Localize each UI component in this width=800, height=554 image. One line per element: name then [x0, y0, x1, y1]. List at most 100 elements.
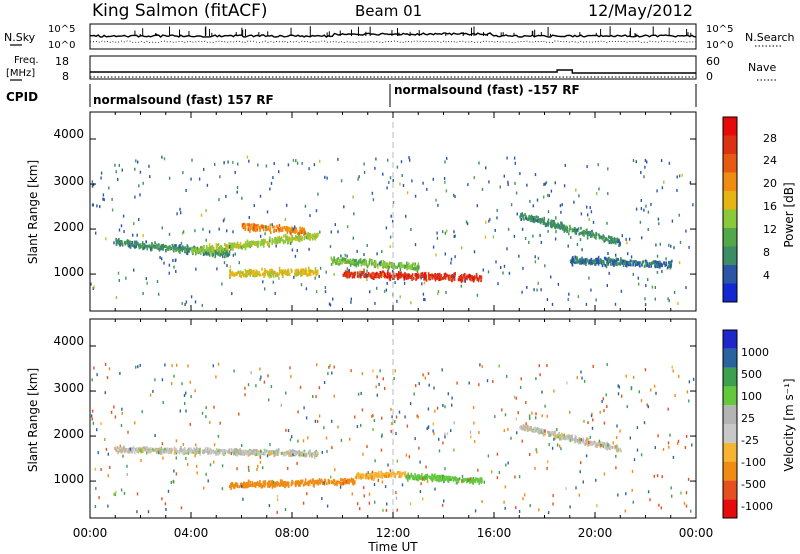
power-noise-cell [567, 244, 569, 248]
velocity-noise-cell [692, 377, 695, 381]
power-cell [228, 252, 231, 256]
power-cell [359, 275, 362, 279]
velocity-cell [286, 450, 288, 454]
velocity-noise-cell [209, 420, 211, 424]
power-noise-cell [274, 291, 276, 295]
power-noise-cell [264, 287, 266, 291]
power-cell [648, 262, 651, 266]
power-noise-cell [168, 263, 171, 267]
power-cell [186, 252, 189, 256]
velocity-cell [369, 473, 372, 477]
velocity-cell [540, 428, 542, 432]
velocity-noise-cell [626, 405, 628, 409]
velocity-cell [139, 447, 141, 451]
power-noise-cell [559, 204, 562, 208]
velocity-noise-cell [276, 494, 279, 498]
velocity-noise-cell [395, 415, 398, 419]
power-cell [277, 240, 279, 244]
velocity-noise-cell [583, 379, 586, 383]
power-cell [645, 260, 648, 264]
power-noise-cell [191, 158, 193, 162]
power-cell [308, 271, 310, 275]
power-noise-cell [626, 241, 628, 245]
power-cell [350, 271, 353, 275]
velocity-cell [559, 437, 561, 441]
power-cell [343, 272, 346, 276]
velocity-cell [161, 450, 163, 454]
power-noise-cell [576, 243, 579, 246]
power-noise-cell [366, 244, 368, 247]
power-noise-cell [536, 288, 538, 292]
power-cell [359, 260, 362, 264]
velocity-noise-cell [510, 436, 512, 440]
power-noise-cell [284, 217, 287, 221]
power-noise-cell [692, 203, 694, 207]
power-cell [154, 241, 156, 245]
power-noise-cell [115, 296, 118, 300]
velocity-noise-cell [92, 421, 95, 425]
power-noise-cell [644, 264, 646, 268]
velocity-noise-cell [106, 376, 109, 380]
power-colorbar-swatch [723, 283, 737, 302]
power-cell [377, 265, 379, 269]
velocity-cell [235, 449, 237, 453]
velocity-noise-cell [529, 504, 531, 508]
power-cell [243, 244, 246, 248]
velocity-cell [276, 448, 278, 452]
velocity-noise-cell [474, 509, 477, 513]
velocity-noise-cell [406, 424, 409, 428]
power-cell [192, 247, 195, 251]
power-cell [214, 254, 216, 258]
power-cell [521, 212, 523, 216]
velocity-noise-cell [672, 455, 675, 459]
power-noise-cell [678, 261, 681, 265]
velocity-noise-cell [525, 401, 527, 405]
velocity-cell [443, 480, 445, 484]
power-noise-cell [446, 229, 448, 233]
power-noise-cell [424, 298, 426, 302]
power-cell [622, 264, 625, 268]
power-cell [362, 258, 365, 262]
power-cell [266, 226, 269, 229]
power-cell [243, 273, 246, 276]
velocity-noise-cell [441, 503, 444, 507]
velocity-cell [413, 476, 415, 480]
velocity-noise-cell [312, 395, 314, 398]
power-cell [142, 243, 145, 247]
power-cell [245, 271, 247, 275]
power-cell [264, 238, 266, 242]
velocity-cell [274, 453, 277, 457]
power-cell [560, 226, 562, 230]
velocity-noise-cell [661, 475, 663, 479]
power-cell [371, 260, 373, 264]
power-cell [220, 246, 222, 250]
velocity-noise-cell [603, 421, 606, 425]
velocity-cell [607, 445, 609, 449]
power-noise-cell [158, 292, 160, 296]
velocity-cell [283, 483, 285, 487]
power-cell [620, 260, 622, 263]
power-colorbar-label: Power [dB] [782, 182, 796, 247]
power-cell [221, 250, 223, 254]
power-noise-cell [313, 163, 316, 167]
velocity-cell [287, 449, 290, 453]
velocity-cell [591, 442, 594, 446]
power-noise-cell [421, 282, 423, 286]
velocity-noise-cell [395, 432, 397, 435]
power-cell [453, 272, 455, 276]
velocity-cell [184, 447, 186, 450]
power-cell [386, 265, 388, 269]
power-cell [574, 261, 576, 265]
power-cell [603, 256, 606, 260]
velocity-cell [196, 447, 198, 450]
velocity-cell [301, 481, 303, 485]
velocity-noise-cell [386, 502, 388, 506]
velocity-cell [586, 442, 589, 445]
power-noise-cell [103, 198, 105, 202]
velocity-cell [414, 476, 417, 479]
power-noise-cell [292, 227, 294, 231]
power-noise-cell [400, 160, 403, 164]
power-cell [431, 273, 433, 277]
velocity-noise-cell [361, 408, 364, 412]
power-noise-cell [405, 214, 407, 218]
